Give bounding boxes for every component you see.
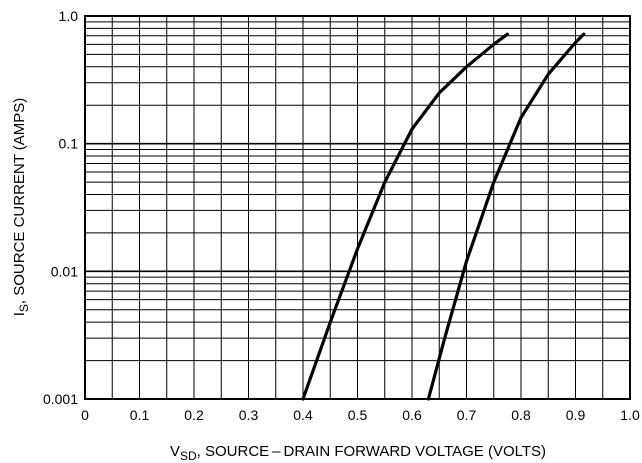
x-tick-label: 0.6 [402,407,422,423]
x-tick-label: 0.4 [293,407,313,423]
x-tick-label: 0.2 [184,407,204,423]
y-tick-label: 1.0 [59,8,79,24]
y-tick-label: 0.01 [51,263,78,279]
y-tick-label: 0.1 [59,136,79,152]
y-tick-labels: 1.0 0.1 0.01 0.001 [43,8,78,407]
plot-border [84,15,631,400]
y-tick-label: 0.001 [43,391,78,407]
series-line-1 [301,32,509,401]
x-tick-labels: 0 0.1 0.2 0.3 0.4 0.5 0.6 0.7 0.8 0.9 1.0 [81,407,640,423]
x-tick-label: 1.0 [620,407,640,423]
series-group [301,32,586,401]
x-tick-label: 0.8 [511,407,531,423]
x-tick-label: 0.9 [566,407,586,423]
grid [85,16,630,399]
x-tick-label: 0.7 [457,407,477,423]
x-tick-label: 0.1 [130,407,150,423]
x-tick-label: 0 [81,407,89,423]
x-axis-label: VSD, SOURCE – DRAIN FORWARD VOLTAGE (VOL… [170,443,546,463]
x-tick-label: 0.5 [348,407,368,423]
x-tick-label: 0.3 [239,407,259,423]
y-axis-label: IS, SOURCE CURRENT (AMPS) [11,98,31,317]
series-line-2 [426,32,586,401]
